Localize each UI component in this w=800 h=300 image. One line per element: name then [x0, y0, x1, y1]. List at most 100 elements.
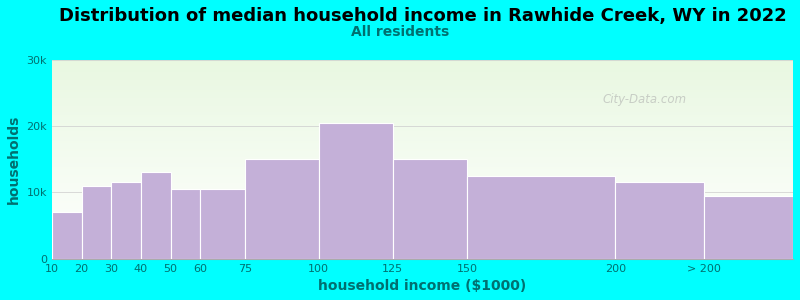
Bar: [52, 98, 793, 100]
Bar: [52, 100, 793, 102]
Bar: [52, 223, 793, 225]
Bar: [52, 125, 793, 128]
Bar: [52, 243, 793, 245]
Bar: [52, 221, 793, 223]
Bar: [52, 118, 793, 119]
Bar: [52, 135, 793, 137]
Bar: [52, 141, 793, 143]
Bar: [52, 211, 793, 213]
Bar: [200, 189, 245, 259]
Bar: [52, 145, 793, 147]
Bar: [52, 149, 793, 151]
Bar: [52, 195, 793, 197]
Bar: [52, 80, 793, 82]
Bar: [52, 106, 793, 107]
Bar: [52, 171, 793, 173]
Bar: [52, 257, 793, 259]
Bar: [52, 169, 793, 171]
Bar: [52, 119, 793, 122]
Bar: [52, 68, 793, 70]
Bar: [52, 92, 793, 94]
Text: All residents: All residents: [351, 25, 449, 38]
Bar: [52, 173, 793, 175]
Bar: [52, 212, 82, 259]
Bar: [52, 76, 793, 78]
Bar: [52, 165, 793, 167]
Bar: [52, 116, 793, 118]
Bar: [52, 163, 793, 165]
Bar: [52, 249, 793, 251]
Bar: [52, 179, 793, 181]
Bar: [52, 86, 793, 88]
Bar: [52, 140, 793, 141]
Bar: [52, 213, 793, 215]
Bar: [52, 112, 793, 113]
Bar: [52, 229, 793, 231]
Bar: [52, 110, 793, 112]
Bar: [52, 227, 793, 229]
Bar: [52, 241, 793, 243]
Bar: [704, 196, 793, 259]
Bar: [52, 66, 793, 68]
Bar: [52, 143, 793, 145]
Bar: [52, 199, 793, 201]
Bar: [52, 231, 793, 233]
Bar: [52, 157, 793, 159]
Bar: [52, 167, 793, 169]
Y-axis label: households: households: [7, 115, 21, 204]
Bar: [52, 205, 793, 207]
Bar: [141, 172, 170, 259]
Bar: [52, 225, 793, 227]
Bar: [52, 90, 793, 92]
Title: Distribution of median household income in Rawhide Creek, WY in 2022: Distribution of median household income …: [58, 7, 786, 25]
Bar: [52, 70, 793, 72]
Bar: [52, 107, 793, 110]
Bar: [52, 217, 793, 219]
Bar: [52, 235, 793, 237]
Bar: [52, 96, 793, 98]
Bar: [52, 233, 793, 235]
Bar: [52, 219, 793, 221]
Bar: [52, 74, 793, 76]
Bar: [52, 203, 793, 205]
Bar: [52, 72, 793, 74]
Bar: [52, 197, 793, 199]
Bar: [52, 181, 793, 183]
Bar: [52, 153, 793, 155]
Bar: [52, 251, 793, 253]
Text: City-Data.com: City-Data.com: [602, 93, 687, 106]
Bar: [52, 161, 793, 163]
Bar: [52, 151, 793, 153]
Bar: [52, 64, 793, 66]
Bar: [52, 62, 793, 64]
Bar: [52, 187, 793, 189]
Bar: [52, 253, 793, 255]
Bar: [52, 94, 793, 96]
Bar: [52, 84, 793, 86]
Bar: [52, 103, 793, 106]
Bar: [52, 209, 793, 211]
Bar: [52, 183, 793, 185]
Bar: [82, 186, 111, 259]
Bar: [52, 134, 793, 135]
Bar: [52, 78, 793, 80]
Bar: [52, 82, 793, 84]
Bar: [52, 113, 793, 116]
X-axis label: household income ($1000): household income ($1000): [318, 279, 526, 293]
Bar: [393, 159, 467, 259]
Bar: [615, 182, 704, 259]
Bar: [52, 255, 793, 257]
Bar: [52, 215, 793, 217]
Bar: [52, 122, 793, 124]
Bar: [52, 201, 793, 203]
Bar: [52, 177, 793, 179]
Bar: [111, 182, 141, 259]
Bar: [52, 147, 793, 149]
Bar: [52, 193, 793, 195]
Bar: [52, 124, 793, 125]
Bar: [318, 123, 393, 259]
Bar: [52, 60, 793, 62]
Bar: [52, 247, 793, 249]
Bar: [52, 245, 793, 247]
Bar: [52, 175, 793, 177]
